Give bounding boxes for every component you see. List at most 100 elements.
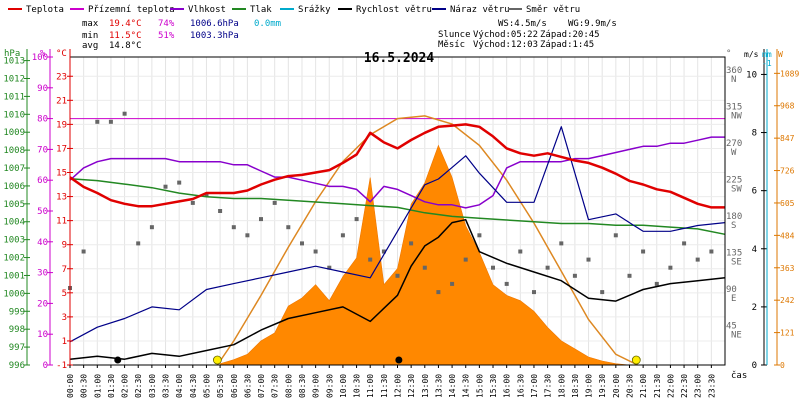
stats-ws: WS:4.5m/s <box>498 19 547 29</box>
axis-temp-tick-label: 1 <box>62 337 67 347</box>
x-tick-label: 04:30 <box>189 374 198 398</box>
axis-dir-tick-label: 135 <box>726 249 742 259</box>
stats-min-press: 1003.3hPa <box>190 31 239 41</box>
wind-direction-point <box>395 273 400 278</box>
axis-pct-tick-label: 20 <box>37 299 48 309</box>
axis-hpa-tick-label: 1005 <box>3 200 25 210</box>
axis-ms-tick-label: 0 <box>752 361 757 371</box>
x-tick-label: 16:00 <box>503 374 512 398</box>
axis-ms-tick-label: 2 <box>752 303 757 313</box>
x-tick-label: 05:30 <box>216 374 225 398</box>
x-tick-label: 05:00 <box>202 374 211 398</box>
axis-dir-label: S <box>731 221 736 231</box>
axis-temp-tick-label: 7 <box>62 265 67 275</box>
wind-direction-point <box>204 192 209 197</box>
axis-dir-label: W <box>731 148 737 158</box>
x-tick-label: 11:00 <box>366 374 375 398</box>
axis-dir-label: E <box>731 294 736 304</box>
x-tick-label: 19:00 <box>585 374 594 398</box>
series-solar-area <box>219 144 630 366</box>
axis-dir-unit: ° <box>726 49 731 59</box>
axis-dir-tick-label: 315 <box>726 103 742 113</box>
stats-max-hum: 74% <box>158 19 175 29</box>
wind-direction-point <box>218 209 223 213</box>
legend-label-3: Tlak <box>250 5 272 15</box>
wind-direction-point <box>313 249 318 254</box>
x-tick-label: 02:00 <box>121 374 130 398</box>
axis-temp-tick-label: -1 <box>56 361 67 371</box>
wind-direction-point <box>259 217 263 222</box>
legend-label-7: Směr větru <box>526 5 580 15</box>
x-tick-label: 20:00 <box>612 374 621 398</box>
axis-pct-unit: % <box>40 49 46 59</box>
axis-pct-tick-label: 100 <box>32 53 48 63</box>
axis-wm2-tick-label: 1089 <box>780 69 799 78</box>
wind-direction-point <box>641 249 646 254</box>
stats-max-label: max <box>82 19 99 29</box>
axis-temp-tick-label: 23 <box>56 72 67 82</box>
axis-ms-tick-label: 4 <box>752 245 757 255</box>
axis-hpa-tick-label: 1002 <box>3 254 25 264</box>
sun-marker <box>212 355 222 365</box>
x-tick-label: 12:00 <box>394 374 403 398</box>
stats-moon-label: Měsíc <box>438 40 465 50</box>
stats-sun-label: Slunce <box>438 30 471 40</box>
x-tick-label: 08:00 <box>284 374 293 398</box>
wind-direction-point <box>518 249 523 254</box>
axis-temp-tick-label: 3 <box>62 313 67 323</box>
axis-ms-tick-label: 10 <box>746 70 757 80</box>
wind-direction-point <box>613 233 618 238</box>
stats-max-temp: 19.4°C <box>109 19 142 29</box>
axis-hpa-tick-label: 1011 <box>3 92 25 102</box>
x-axis-label: čas <box>731 370 747 381</box>
stats-avg-temp: 14.8°C <box>109 41 142 51</box>
wind-direction-point <box>709 249 714 254</box>
wind-direction-point <box>627 273 632 278</box>
axis-hpa-tick-label: 1001 <box>3 271 25 281</box>
legend-label-0: Teplota <box>26 5 64 15</box>
x-tick-label: 14:30 <box>462 374 471 398</box>
wind-direction-point <box>409 241 414 246</box>
axis-mm-unit: mm <box>762 50 772 59</box>
x-tick-label: 06:30 <box>243 374 252 398</box>
axis-hpa-tick-label: 997 <box>9 343 25 353</box>
wind-direction-point <box>668 265 673 270</box>
wind-direction-point <box>300 241 304 246</box>
wind-direction-point <box>272 200 277 205</box>
wind-direction-point <box>136 241 141 246</box>
axis-temp-tick-label: 9 <box>62 241 67 251</box>
wind-direction-point <box>245 233 250 238</box>
axis-hpa-tick-label: 1006 <box>3 182 25 192</box>
wind-direction-point <box>149 225 154 230</box>
axis-wm2-tick-label: 605 <box>780 199 795 208</box>
axis-wm2-tick-label: 968 <box>780 102 795 111</box>
x-tick-label: 11:30 <box>380 374 389 398</box>
axis-dir-label: SW <box>731 185 742 195</box>
wind-direction-point <box>108 119 113 124</box>
axis-wm2-tick-label: 484 <box>780 231 795 240</box>
x-tick-label: 10:00 <box>339 374 348 398</box>
x-tick-label: 03:30 <box>162 374 171 398</box>
axis-mm-tick-label: -1 <box>762 59 772 68</box>
axis-wm2-tick-label: 847 <box>780 134 795 143</box>
legend-label-4: Srážky <box>298 5 331 15</box>
axis-pct-tick-label: 10 <box>37 330 48 340</box>
axis-hpa-tick-label: 1012 <box>3 74 25 84</box>
x-tick-label: 00:30 <box>80 374 89 398</box>
wind-direction-point <box>190 200 195 205</box>
x-tick-label: 15:00 <box>475 374 484 398</box>
stats-max-press: 1006.6hPa <box>190 19 239 29</box>
moon-marker <box>395 356 403 364</box>
axis-wm2-tick-label: 363 <box>780 264 795 273</box>
axis-hpa-tick-label: 1013 <box>3 57 25 67</box>
x-tick-label: 06:00 <box>230 374 239 398</box>
wind-direction-point <box>122 111 127 116</box>
axis-temp-tick-label: 21 <box>56 96 67 106</box>
axis-ms-tick-label: 6 <box>752 187 757 197</box>
wind-direction-point <box>586 257 591 262</box>
wind-direction-point <box>81 249 86 254</box>
axis-wm2-tick-label: 726 <box>780 167 795 176</box>
axis-pct-tick-label: 50 <box>37 207 48 217</box>
axis-dir-label: SE <box>731 258 742 268</box>
